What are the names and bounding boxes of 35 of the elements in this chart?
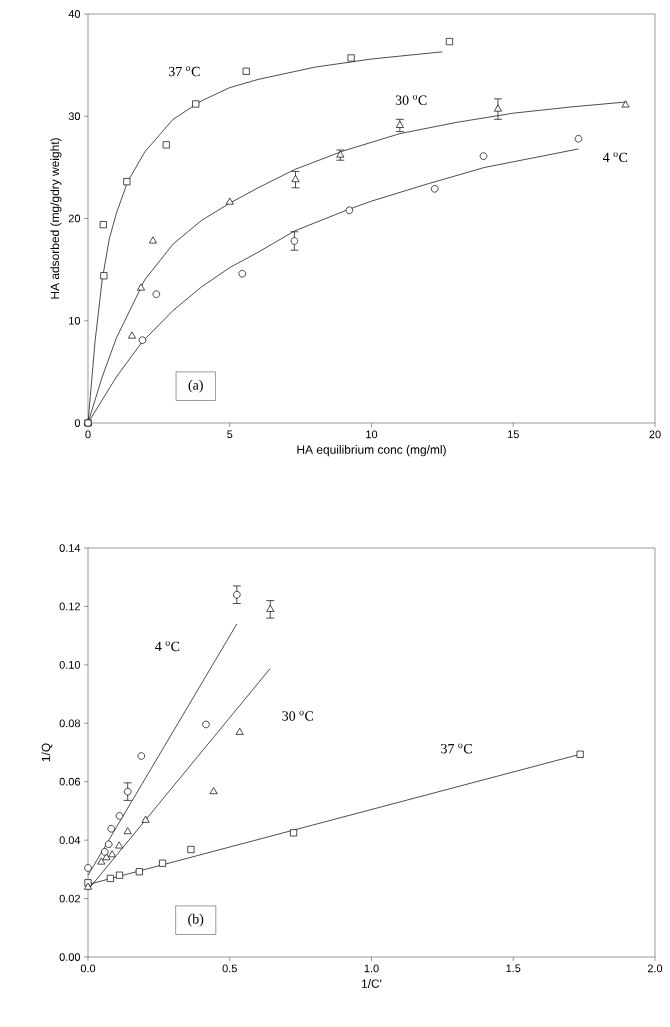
text: 4 $^{o}$C	[155, 641, 180, 652]
x-tick-label: 1.5	[506, 964, 521, 973]
y-tick-label: 10	[69, 316, 81, 325]
x-axis-title: HA equilibrium conc (mg/ml)	[297, 445, 446, 457]
x-tick-label: 15	[507, 430, 519, 439]
y-tick-label: 0.02	[59, 894, 80, 903]
y-tick-label: 0.10	[59, 660, 81, 669]
annotation: (a)	[188, 379, 203, 393]
y-tick-label: 0.12	[59, 602, 80, 611]
x-tick-label: 1.0	[364, 964, 379, 973]
y-tick-label: 0.00	[59, 953, 81, 961]
y-tick-label: 30	[68, 112, 81, 121]
y-axis-title: 1/Q	[41, 743, 53, 762]
series-label: 30 $^{o}$C	[395, 94, 427, 105]
annotation: (b)	[188, 913, 204, 927]
x-axis-title: 1/C'	[361, 979, 382, 988]
x-tick-label: 10	[366, 430, 378, 439]
x-tick-label: 5	[227, 430, 233, 439]
y-tick-label: 0	[74, 419, 81, 427]
series-label: 4 $^{o}$C	[603, 152, 628, 163]
text: 37 $^{o}$C	[441, 743, 472, 754]
y-tick-label: 0.08	[59, 719, 81, 728]
x-tick-label: 0.0	[80, 964, 96, 973]
x-tick-label: 2.0	[647, 964, 663, 973]
series-label: 37 $^{o}$C	[169, 66, 200, 77]
y-tick-label: 40	[68, 10, 81, 18]
y-tick-label: 0.14	[59, 544, 81, 552]
x-tick-label: 0.5	[222, 964, 237, 973]
y-tick-label: 20	[68, 214, 81, 223]
x-tick-label: 20	[649, 430, 661, 439]
text: 30 $^{o}$C	[282, 710, 314, 721]
y-tick-label: 0.04	[59, 836, 81, 845]
y-tick-label: 0.06	[59, 777, 81, 786]
x-tick-label: 0	[85, 430, 91, 439]
y-axis-title: HA adsorbed (mg/gdry weight)	[50, 138, 62, 299]
